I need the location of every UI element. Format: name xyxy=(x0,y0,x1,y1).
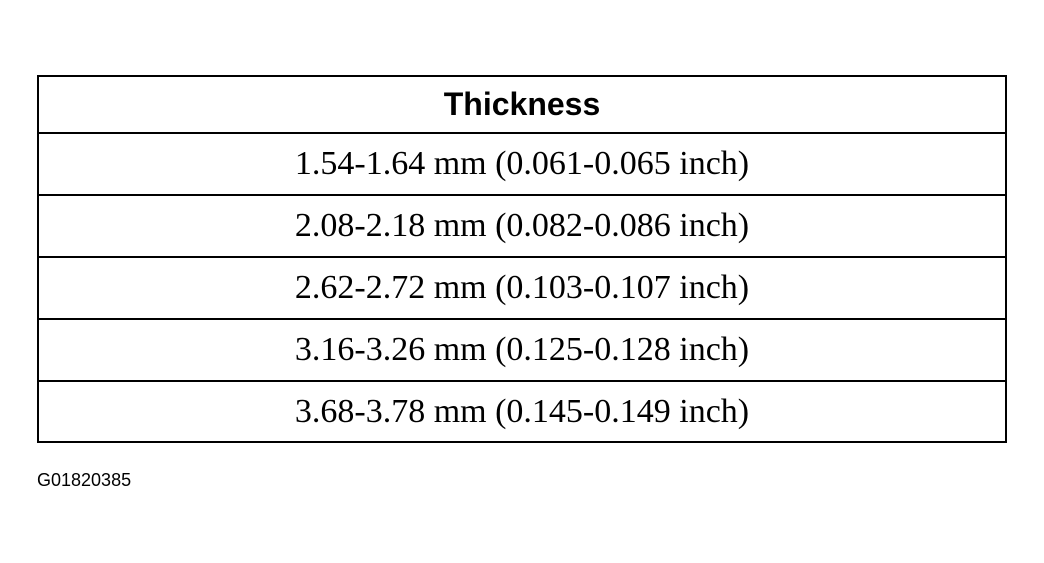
table-row: 2.08-2.18 mm (0.082-0.086 inch) xyxy=(39,196,1005,258)
table-row: 1.54-1.64 mm (0.061-0.065 inch) xyxy=(39,134,1005,196)
table-row: 3.68-3.78 mm (0.145-0.149 inch) xyxy=(294,392,750,430)
figure-id-caption: G01820385 xyxy=(37,470,132,490)
table-header-thickness: Thickness xyxy=(39,77,1005,134)
table-row: 2.62-2.72 mm (0.103-0.107 inch) xyxy=(39,258,1005,320)
table-row: 3.16-3.26 mm (0.125-0.128 inch) xyxy=(39,320,1005,382)
thickness-table: Thickness 1.54-1.64 mm (0.061-0.065 inch… xyxy=(37,75,1007,443)
